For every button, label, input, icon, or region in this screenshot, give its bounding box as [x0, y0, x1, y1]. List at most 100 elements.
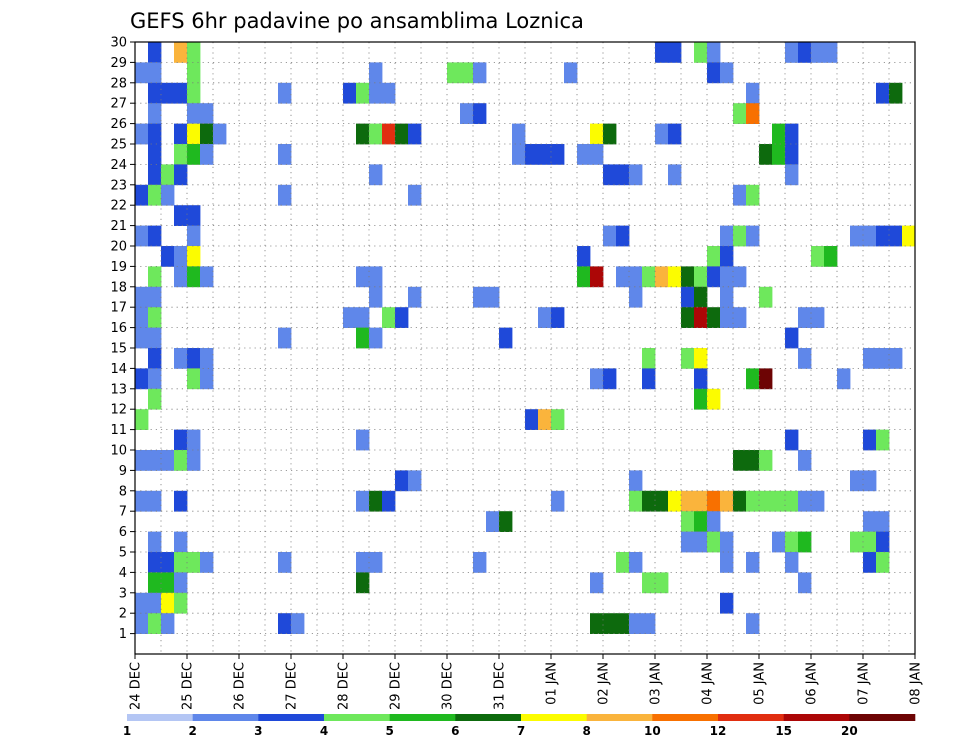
- precip-cell: [174, 123, 188, 145]
- x-tick-label: 27 DEC: [285, 662, 300, 710]
- colorbar-swatch: [455, 714, 522, 721]
- precip-cell: [278, 613, 292, 634]
- precip-cell: [135, 286, 149, 308]
- precip-cell: [863, 511, 877, 532]
- precip-cell: [746, 613, 760, 634]
- x-tick-label: 02 JAN: [597, 662, 612, 705]
- colorbar: 1 2 3 4 5 6 7 8 10 12 15 20: [123, 714, 916, 738]
- precip-cell: [824, 246, 838, 267]
- precip-cell: [512, 144, 526, 165]
- precip-cell: [187, 225, 201, 247]
- precip-cell: [356, 327, 370, 349]
- precip-cell: [473, 62, 487, 84]
- precip-cell: [642, 572, 656, 594]
- precip-cell: [369, 123, 383, 145]
- precip-cell: [798, 42, 812, 63]
- precip-cell: [577, 266, 591, 288]
- precip-cell: [642, 266, 656, 288]
- precip-cell: [785, 429, 799, 451]
- precip-cell: [759, 450, 773, 471]
- precip-cell: [382, 490, 396, 512]
- precip-cell: [187, 62, 201, 84]
- precip-cell: [135, 62, 149, 84]
- precip-cell: [187, 82, 201, 104]
- precip-cell: [694, 490, 708, 512]
- precip-cell: [694, 388, 708, 410]
- precip-cell: [486, 511, 500, 532]
- y-tick-label: 4: [119, 566, 127, 581]
- precip-cell: [590, 144, 604, 165]
- precip-cell: [720, 266, 734, 288]
- precip-cell: [135, 490, 149, 512]
- precip-cell: [343, 307, 357, 328]
- precip-cell: [707, 388, 721, 410]
- precip-cell: [668, 164, 682, 186]
- precip-cell: [720, 307, 734, 328]
- colorbar-swatch: [324, 714, 390, 721]
- y-tick-label: 7: [119, 505, 127, 520]
- precip-cell: [200, 368, 214, 390]
- y-tick-label: 1: [119, 627, 127, 642]
- precip-cell: [876, 531, 890, 553]
- precip-cell: [746, 184, 760, 206]
- precip-cell: [161, 450, 175, 471]
- precip-cell: [577, 144, 591, 165]
- precip-cell: [135, 450, 149, 471]
- colorbar-swatch: [586, 714, 653, 721]
- precip-cell: [603, 164, 617, 186]
- y-tick-label: 12: [110, 403, 127, 418]
- precip-cell: [135, 184, 149, 206]
- precip-cell: [850, 531, 864, 553]
- precip-cell: [811, 490, 825, 512]
- precip-cell: [798, 531, 812, 553]
- precip-cell: [148, 450, 162, 471]
- precip-cell: [187, 552, 201, 573]
- precip-cell: [746, 450, 760, 471]
- precip-cell: [694, 266, 708, 288]
- precip-cell: [655, 572, 669, 594]
- precip-cell: [187, 450, 201, 471]
- precip-cell: [551, 307, 565, 328]
- colorbar-label: 8: [582, 724, 590, 738]
- x-tick-label: 03 JAN: [649, 662, 664, 705]
- precip-cell: [187, 266, 201, 288]
- y-tick-label: 2: [119, 607, 127, 622]
- precip-cell: [694, 307, 708, 328]
- precip-cell: [148, 82, 162, 104]
- precip-cell: [746, 103, 760, 124]
- precip-cell: [772, 531, 786, 553]
- precip-cell: [590, 368, 604, 390]
- precip-cell: [694, 42, 708, 63]
- precip-cell: [395, 470, 409, 492]
- precip-cell: [889, 82, 903, 104]
- precip-cell: [720, 490, 734, 512]
- precip-cell: [642, 368, 656, 390]
- precip-cell: [603, 123, 617, 145]
- precip-cell: [408, 470, 422, 492]
- precip-cell: [642, 348, 656, 369]
- precip-cell: [863, 531, 877, 553]
- colorbar-label: 10: [644, 724, 661, 738]
- y-tick-label: 30: [110, 36, 127, 51]
- colorbar-label: 7: [517, 724, 525, 738]
- precip-cell: [356, 572, 370, 594]
- precip-cell: [720, 592, 734, 614]
- y-tick-label: 18: [110, 280, 127, 295]
- precip-cell: [148, 144, 162, 165]
- precip-cell: [785, 42, 799, 63]
- precip-cell: [343, 82, 357, 104]
- precip-cell: [681, 286, 695, 308]
- precip-cell: [720, 531, 734, 553]
- precip-cell: [785, 531, 799, 553]
- precip-cell: [161, 572, 175, 594]
- precip-cell: [681, 307, 695, 328]
- precip-cell: [811, 246, 825, 267]
- precip-cell: [369, 490, 383, 512]
- precip-cell: [629, 164, 643, 186]
- precip-cell: [629, 490, 643, 512]
- precip-cell: [161, 246, 175, 267]
- precip-cell: [889, 225, 903, 247]
- precip-cell: [694, 368, 708, 390]
- precip-cell: [798, 348, 812, 369]
- precip-cell: [616, 225, 630, 247]
